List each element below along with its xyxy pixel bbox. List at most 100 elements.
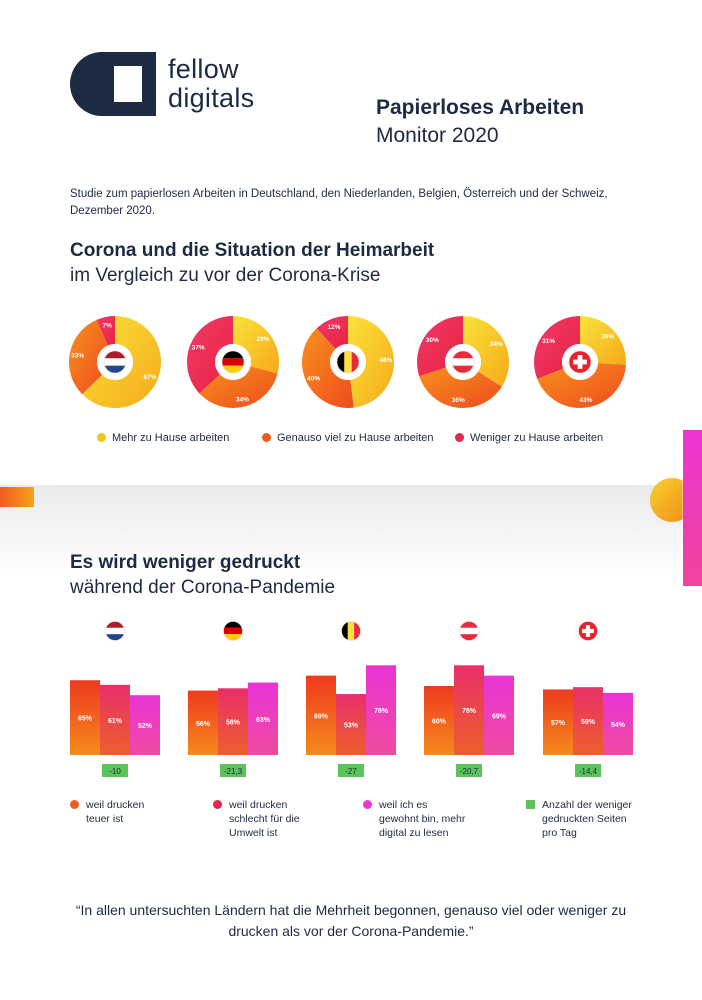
pages-less-badge [456, 764, 482, 777]
bar-series-1 [218, 688, 248, 755]
bar-group-de: 56% 58% 63% -21,3 [188, 621, 278, 777]
donut-slice-more [233, 316, 279, 374]
donut-legend: Mehr zu Hause arbeiten Genauso viel zu Ha… [0, 432, 702, 448]
pages-less-badge [102, 764, 128, 777]
donut-slice-same [302, 328, 354, 408]
fellow-digitals-logo [70, 52, 156, 116]
report-subtitle: Monitor 2020 [376, 124, 499, 147]
bar-series-0 [424, 686, 454, 755]
legend-dot-icon [262, 433, 271, 442]
donut-label-less: 7% [103, 322, 113, 329]
legend-label: Mehr zu Hause arbeiten [112, 432, 230, 444]
donut-nl: 67% 33% 7% [69, 316, 161, 408]
donut-slice-same [419, 367, 502, 408]
bar-legend-label: weil ich es gewohnt bin, mehr digital zu… [379, 799, 466, 839]
flag-at-icon [459, 621, 479, 641]
flag-be-icon [341, 621, 361, 641]
donut-slice-same [69, 319, 108, 395]
legend-square-icon [526, 800, 535, 809]
donut-de: 29% 34% 37% [187, 316, 279, 408]
flag-de-icon [221, 350, 245, 374]
flag-be-icon [336, 350, 360, 374]
donut-label-same: 43% [579, 397, 592, 404]
bar-label: 59% [581, 719, 596, 726]
printing-reasons-bar-chart: 65% 61% 52% -10 56% 58% 63% -21,3 69% 53% 78% -27 60… [70, 621, 633, 777]
donut-label-less: 37% [192, 344, 205, 351]
donut-ch: 26% 43% 31% [534, 316, 626, 408]
bar-label: 69% [492, 713, 507, 720]
donut-slice-less [417, 316, 463, 377]
bar-series-2 [130, 695, 160, 755]
legend-label: Genauso viel zu Hause arbeiten [277, 432, 434, 444]
left-accent-bar [0, 487, 34, 507]
bar-label: 69% [314, 713, 329, 720]
bar-series-1 [573, 687, 603, 755]
pages-less-value: -27 [345, 767, 357, 776]
bar-legend-item: Anzahl der weniger gedruckten Seiten pro… [526, 798, 666, 848]
brand-line-2: digitals [168, 83, 255, 113]
section2-subtitle: während der Corona-Pandemie [70, 577, 336, 598]
pages-less-badge [575, 764, 601, 777]
bar-label: 56% [196, 721, 211, 728]
bar-legend-label: Anzahl der weniger gedruckten Seiten pro… [542, 799, 632, 839]
bar-label: 58% [226, 720, 241, 727]
bar-group-ch: 57% 59% 54% -14,4 [543, 621, 633, 777]
home-office-donut-charts: 67% 33% 7% 29% 34% 37% 48% 40% 12% 34% 36% 30% 26% 43… [69, 316, 626, 408]
donut-slice-more [580, 316, 626, 365]
section1-title: Corona und die Situation der Heimarbeit [70, 240, 435, 261]
bar-label: 57% [551, 720, 566, 727]
donut-slice-same [537, 363, 626, 408]
legend-item: Weniger zu Hause arbeiten [455, 432, 603, 444]
section2-header: Es wird weniger gedruckt während der Cor… [70, 552, 335, 599]
bar-series-0 [70, 680, 100, 755]
donut-label-more: 34% [490, 341, 503, 348]
flag-ch-icon [578, 621, 598, 641]
pages-less-badge [220, 764, 246, 777]
donut-slice-more [348, 316, 394, 408]
bar-label: 53% [344, 723, 359, 730]
donut-label-same: 33% [71, 352, 84, 359]
section1-subtitle: im Vergleich zu vor der Corona-Krise [70, 265, 381, 286]
summary-quote: “In allen untersuchten Ländern hat die M… [75, 902, 627, 939]
legend-item: Mehr zu Hause arbeiten [97, 432, 229, 444]
bar-series-2 [248, 682, 278, 755]
legend-dot-icon [213, 800, 222, 809]
bar-label: 52% [138, 723, 153, 730]
donut-label-less: 30% [426, 337, 439, 344]
donut-label-more: 48% [379, 357, 392, 364]
flag-nl-icon [105, 621, 125, 641]
bar-label: 63% [256, 717, 271, 724]
brand-line-1: fellow [168, 54, 239, 84]
donut-slice-less [96, 316, 115, 346]
flag-de-icon [223, 621, 243, 641]
pages-less-badge [338, 764, 364, 777]
bar-label: 60% [432, 719, 447, 726]
bar-series-1 [100, 684, 130, 755]
pages-less-value: -21,3 [224, 767, 243, 776]
donut-be: 48% 40% 12% [302, 316, 394, 408]
right-accent-bar [683, 430, 702, 586]
bar-series-1 [336, 694, 366, 755]
bar-label: 78% [374, 708, 389, 715]
legend-dot-icon [97, 433, 106, 442]
pages-less-value: -10 [109, 767, 121, 776]
donut-slice-same [199, 366, 278, 408]
donut-slice-less [187, 316, 233, 394]
brand-name: fellow digitals [168, 55, 254, 113]
bar-label: 61% [108, 718, 123, 725]
donut-label-same: 36% [452, 397, 465, 404]
bar-legend-item: weil drucken schlecht für die Umwelt ist [213, 798, 353, 848]
donut-label-more: 67% [144, 374, 157, 381]
bar-series-2 [603, 692, 633, 755]
legend-dot-icon [455, 433, 464, 442]
bar-legend: weil drucken teuer ist weil drucken schle… [0, 798, 702, 858]
pages-less-value: -14,4 [579, 767, 598, 776]
donut-label-more: 26% [601, 333, 614, 340]
bar-legend-item: weil ich es gewohnt bin, mehr digital zu… [363, 798, 503, 848]
donut-slice-less [534, 316, 580, 379]
legend-label: Weniger zu Hause arbeiten [470, 432, 604, 444]
bar-series-0 [188, 690, 218, 755]
donut-slice-more [463, 316, 509, 387]
report-title: Papierloses Arbeiten [376, 96, 585, 119]
bar-legend-item: weil drucken teuer ist [70, 798, 210, 848]
